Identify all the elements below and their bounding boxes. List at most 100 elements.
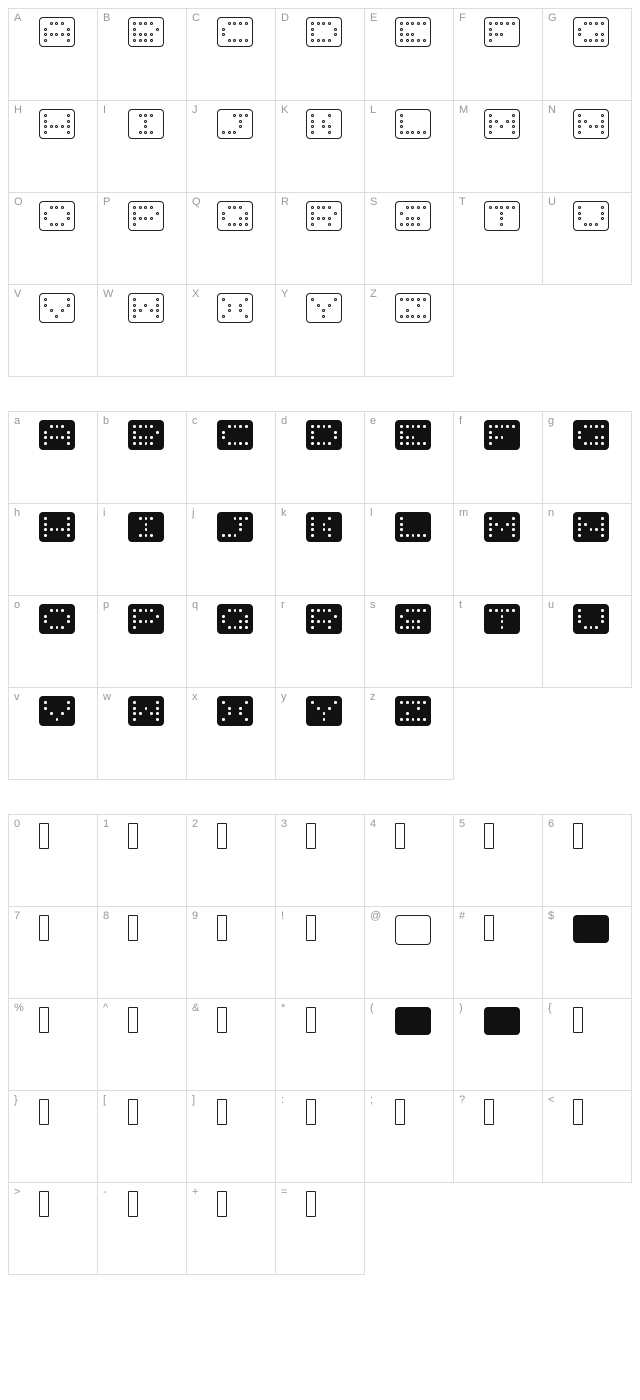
charmap-cell: y [276, 688, 365, 780]
char-label: 3 [281, 818, 287, 830]
glyph [128, 604, 164, 634]
charmap-cell: > [9, 1183, 98, 1275]
char-label: p [103, 599, 109, 611]
charmap-cell: l [365, 504, 454, 596]
charmap-cell: [ [98, 1091, 187, 1183]
char-label: F [459, 12, 466, 24]
char-label: C [192, 12, 200, 24]
charmap-cell: H [9, 101, 98, 193]
glyph [128, 201, 164, 231]
char-label: 7 [14, 910, 20, 922]
char-label: > [14, 1186, 20, 1198]
char-label: 5 [459, 818, 465, 830]
glyph [217, 915, 227, 941]
charmap-cell: E [365, 9, 454, 101]
char-label: G [548, 12, 557, 24]
glyph [395, 109, 431, 139]
char-label: ! [281, 910, 284, 922]
char-label: { [548, 1002, 552, 1014]
charmap-cell: T [454, 193, 543, 285]
glyph [217, 604, 253, 634]
charmap-cell: @ [365, 907, 454, 999]
glyph [573, 1007, 583, 1033]
char-label: R [281, 196, 289, 208]
char-label: P [103, 196, 110, 208]
charmap-cell: q [187, 596, 276, 688]
charmap-cell: R [276, 193, 365, 285]
charmap-cell: t [454, 596, 543, 688]
charmap-cell: P [98, 193, 187, 285]
glyph [573, 420, 609, 450]
glyph [306, 823, 316, 849]
glyph [217, 201, 253, 231]
glyph [39, 1007, 49, 1033]
glyph [128, 1007, 138, 1033]
glyph [39, 604, 75, 634]
charmap-cell: 2 [187, 815, 276, 907]
glyph [484, 604, 520, 634]
charmap-cell: i [98, 504, 187, 596]
glyph [484, 17, 520, 47]
char-label: J [192, 104, 198, 116]
char-label: : [281, 1094, 284, 1106]
glyph [573, 201, 609, 231]
charmap-cell: c [187, 412, 276, 504]
charmap-cell: 6 [543, 815, 632, 907]
glyph [39, 1099, 49, 1125]
charmap-cell: * [276, 999, 365, 1091]
glyph [217, 823, 227, 849]
char-label: t [459, 599, 462, 611]
glyph [39, 109, 75, 139]
char-label: # [459, 910, 465, 922]
charmap-cell: k [276, 504, 365, 596]
char-label: E [370, 12, 377, 24]
glyph [39, 293, 75, 323]
glyph [395, 420, 431, 450]
char-label: H [14, 104, 22, 116]
glyph [39, 420, 75, 450]
glyph [39, 201, 75, 231]
charmap-cell: S [365, 193, 454, 285]
charmap-cell: 1 [98, 815, 187, 907]
charmap-cell: W [98, 285, 187, 377]
char-label: L [370, 104, 376, 116]
charmap-cell: 4 [365, 815, 454, 907]
glyph [217, 1191, 227, 1217]
glyph [128, 1191, 138, 1217]
charmap-cell: b [98, 412, 187, 504]
char-label: b [103, 415, 109, 427]
glyph [395, 512, 431, 542]
glyph [306, 17, 342, 47]
glyph [395, 293, 431, 323]
glyph [39, 17, 75, 47]
charmap-cell: D [276, 9, 365, 101]
char-label: < [548, 1094, 554, 1106]
charmap-cell: = [276, 1183, 365, 1275]
char-label: e [370, 415, 376, 427]
char-label: 2 [192, 818, 198, 830]
charmap-cell: M [454, 101, 543, 193]
glyph [484, 915, 494, 941]
glyph [484, 109, 520, 139]
symbols-section: 0123456789!@#$%^&*(){}[]:;?<>-+= [8, 814, 632, 1275]
glyph [573, 109, 609, 139]
charmap-cell: 5 [454, 815, 543, 907]
char-label: $ [548, 910, 554, 922]
glyph [39, 1191, 49, 1217]
glyph [128, 293, 164, 323]
charmap-cell: g [543, 412, 632, 504]
char-label: o [14, 599, 20, 611]
glyph [128, 420, 164, 450]
char-label: ^ [103, 1002, 108, 1014]
lowercase-grid: abcdefghijklmnopqrstuvwxyz [8, 411, 632, 780]
glyph [395, 1007, 431, 1035]
char-label: I [103, 104, 106, 116]
char-label: W [103, 288, 113, 300]
charmap-cell: j [187, 504, 276, 596]
glyph [128, 512, 164, 542]
charmap-cell: ^ [98, 999, 187, 1091]
lowercase-section: abcdefghijklmnopqrstuvwxyz [8, 411, 632, 780]
charmap-cell: % [9, 999, 98, 1091]
char-label: h [14, 507, 20, 519]
charmap-cell: ) [454, 999, 543, 1091]
